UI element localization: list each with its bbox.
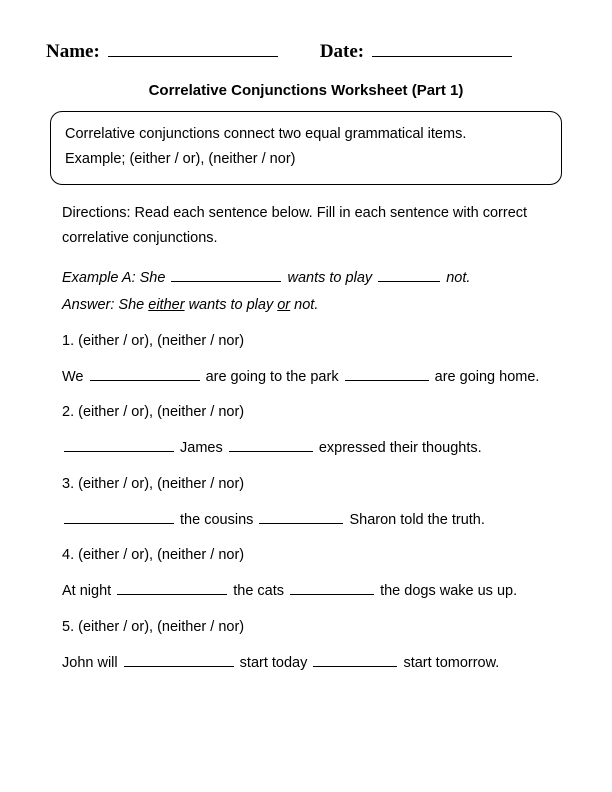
- worksheet-title: Correlative Conjunctions Worksheet (Part…: [46, 80, 566, 102]
- q-post: are going home.: [435, 369, 540, 385]
- question-sentence: We are going to the park are going home.: [62, 362, 562, 392]
- answer-mid: wants to play: [189, 297, 274, 313]
- question-sentence: James expressed their thoughts.: [62, 433, 562, 463]
- q-pre: John will: [62, 655, 118, 671]
- answer-word-2: or: [277, 297, 290, 313]
- q-options-text: (either / or), (neither / nor): [78, 404, 244, 420]
- blank[interactable]: [229, 438, 313, 453]
- name-input-line[interactable]: [108, 56, 278, 57]
- blank[interactable]: [124, 652, 234, 667]
- q-post: expressed their thoughts.: [319, 440, 482, 456]
- date-input-line[interactable]: [372, 56, 512, 57]
- q-options-text: (either / or), (neither / nor): [78, 547, 244, 563]
- info-box: Correlative conjunctions connect two equ…: [50, 111, 562, 184]
- example-label: Example A: She: [62, 270, 165, 286]
- q-pre: We: [62, 369, 84, 385]
- blank[interactable]: [290, 581, 374, 596]
- q-post: Sharon told the truth.: [349, 512, 484, 528]
- answer-word-1: either: [148, 297, 184, 313]
- blank[interactable]: [259, 509, 343, 524]
- question-options: 2. (either / or), (neither / nor): [62, 402, 562, 423]
- header-row: Name: Date:: [46, 38, 566, 66]
- q-num: 2.: [62, 404, 74, 420]
- q-mid: are going to the park: [206, 369, 339, 385]
- blank[interactable]: [64, 438, 174, 453]
- q-options-text: (either / or), (neither / nor): [78, 333, 244, 349]
- example-block: Example A: She wants to play not. Answer…: [62, 265, 562, 319]
- answer-label: Answer: She: [62, 297, 144, 313]
- blank[interactable]: [313, 652, 397, 667]
- example-mid: wants to play: [288, 270, 373, 286]
- example-end: not.: [446, 270, 470, 286]
- blank[interactable]: [171, 268, 281, 283]
- q-num: 5.: [62, 619, 74, 635]
- question-options: 4. (either / or), (neither / nor): [62, 545, 562, 566]
- question-options: 1. (either / or), (neither / nor): [62, 331, 562, 352]
- questions-block: 1. (either / or), (neither / nor) We are…: [62, 331, 562, 678]
- q-options-text: (either / or), (neither / nor): [78, 619, 244, 635]
- example-question: Example A: She wants to play not.: [62, 265, 562, 292]
- example-answer: Answer: She either wants to play or not.: [62, 292, 562, 319]
- q-post: the dogs wake us up.: [380, 583, 517, 599]
- q-options-text: (either / or), (neither / nor): [78, 476, 244, 492]
- question-sentence: At night the cats the dogs wake us up.: [62, 576, 562, 606]
- info-line-1: Correlative conjunctions connect two equ…: [65, 122, 547, 147]
- q-num: 4.: [62, 547, 74, 563]
- q-mid: the cats: [233, 583, 284, 599]
- question-options: 3. (either / or), (neither / nor): [62, 474, 562, 495]
- directions-text: Directions: Read each sentence below. Fi…: [62, 201, 562, 252]
- q-num: 1.: [62, 333, 74, 349]
- q-pre: At night: [62, 583, 111, 599]
- question-sentence: the cousins Sharon told the truth.: [62, 505, 562, 535]
- question-options: 5. (either / or), (neither / nor): [62, 617, 562, 638]
- blank[interactable]: [90, 366, 200, 381]
- blank[interactable]: [64, 509, 174, 524]
- date-label: Date:: [320, 38, 364, 66]
- q-post: start tomorrow.: [403, 655, 499, 671]
- q-num: 3.: [62, 476, 74, 492]
- question-sentence: John will start today start tomorrow.: [62, 648, 562, 678]
- blank[interactable]: [378, 268, 440, 283]
- info-line-2: Example; (either / or), (neither / nor): [65, 147, 547, 172]
- q-mid: James: [180, 440, 223, 456]
- q-mid: the cousins: [180, 512, 253, 528]
- blank[interactable]: [345, 366, 429, 381]
- blank[interactable]: [117, 581, 227, 596]
- name-label: Name:: [46, 38, 100, 66]
- q-mid: start today: [240, 655, 308, 671]
- answer-end: not.: [294, 297, 318, 313]
